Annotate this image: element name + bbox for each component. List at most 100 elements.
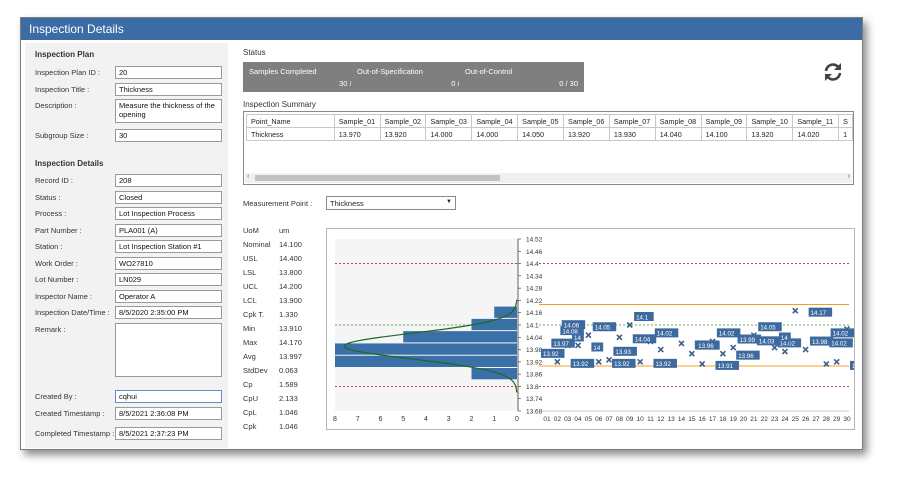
data-point-marker [574, 342, 582, 349]
column-header[interactable]: Sample_10 [746, 114, 794, 128]
table-row[interactable]: Thickness 13.970 13.920 14.000 14.000 14… [246, 127, 853, 141]
inspection-plan-heading: Inspection Plan [35, 50, 95, 59]
histogram-bar [471, 368, 517, 380]
refresh-icon[interactable] [821, 60, 845, 84]
card-label: Out-of-Specification [357, 67, 423, 76]
data-point-marker [699, 360, 706, 367]
stat-label: Nominal [243, 240, 271, 249]
work-order-field[interactable]: WO27810 [115, 257, 222, 270]
x-tick-label: 09 [626, 416, 634, 423]
data-label-box [591, 342, 604, 352]
data-label-box [830, 328, 855, 338]
column-header[interactable]: Sample_05 [517, 114, 565, 128]
inspector-name-field[interactable]: Operator A [115, 290, 222, 303]
created-timestamp-label: Created Timestamp : [35, 409, 105, 418]
inspection-datetime-field[interactable]: 8/5/2020 2:35:00 PM [115, 306, 222, 319]
column-header[interactable]: Point_Name [246, 114, 335, 128]
data-label: 14.06 [564, 322, 580, 329]
x-tick-label: 26 [802, 416, 810, 423]
stat-label: Avg [243, 352, 256, 361]
part-number-field[interactable]: PLA001 (A) [115, 224, 222, 237]
table-cell: 14.020 [792, 127, 840, 141]
data-label-box [829, 338, 853, 348]
scroll-left-icon[interactable]: ‹ [247, 173, 250, 180]
data-point-marker [781, 348, 788, 355]
record-id-field[interactable]: 208 [115, 174, 222, 187]
plan-id-field[interactable]: 20 [115, 66, 222, 79]
stat-value: 13.800 [279, 268, 302, 277]
measurement-point-select[interactable]: Thickness ▼ [326, 196, 456, 210]
x-tick-label: 25 [792, 416, 800, 423]
column-header[interactable]: Sample_09 [700, 114, 748, 128]
data-point-marker [771, 344, 778, 351]
process-field[interactable]: Lot Inspection Process [115, 207, 222, 220]
scroll-right-icon[interactable]: › [847, 173, 850, 180]
data-point-marker [823, 360, 830, 367]
data-label-box [654, 328, 679, 338]
y-tick-label: 14.4 [526, 261, 539, 268]
column-header[interactable]: Sample_04 [471, 114, 519, 128]
histogram-bar [335, 355, 517, 367]
data-label: 13.92 [614, 361, 630, 368]
table-header-row: Point_Name Sample_01 Sample_02 Sample_03… [246, 114, 853, 128]
description-field[interactable]: Measure the thickness of the opening [115, 99, 222, 123]
x-tick-label: 14 [678, 416, 686, 423]
stat-value: 13.997 [279, 352, 302, 361]
x-tick-label: 19 [730, 416, 738, 423]
created-by-field[interactable]: cqhui [115, 390, 222, 403]
data-label-box [632, 334, 657, 344]
stat-label: Cpk [243, 422, 257, 431]
data-label-box [551, 338, 575, 348]
horizontal-scrollbar[interactable]: ‹ › [245, 173, 852, 183]
status-field[interactable]: Closed [115, 191, 222, 204]
remark-field[interactable] [115, 323, 222, 377]
data-label: 14.05 [595, 325, 611, 332]
completed-timestamp-field[interactable]: 8/5/2021 2:37:23 PM [115, 427, 222, 440]
card-label: Samples Completed [249, 67, 317, 76]
stat-label: Min [243, 324, 256, 333]
column-header[interactable]: Sample_01 [333, 114, 381, 128]
column-header[interactable]: Sample_03 [425, 114, 473, 128]
column-header[interactable]: Sample_11 [792, 114, 840, 128]
scrollbar-thumb[interactable] [255, 175, 500, 181]
data-label: 13.92 [573, 361, 589, 368]
dropdown-arrow-icon[interactable]: ▼ [446, 199, 452, 205]
column-header[interactable]: Sample_06 [563, 114, 610, 128]
status-label: Status : [35, 193, 61, 202]
stat-label: StdDev [243, 366, 268, 375]
measurement-point-value: Thickness [330, 199, 364, 208]
data-label-box [653, 358, 677, 368]
subgroup-size-field[interactable]: 30 [115, 129, 222, 142]
x-tick-label: 18 [719, 416, 727, 423]
created-timestamp-field[interactable]: 8/5/2021 2:36:08 PM [115, 407, 222, 420]
column-header[interactable]: Sample_02 [379, 114, 427, 128]
stat-value: 14.200 [279, 282, 302, 291]
y-tick-label: 14.28 [526, 286, 543, 293]
column-header[interactable]: Sample_08 [654, 114, 702, 128]
data-label-box [737, 334, 762, 344]
column-header[interactable]: Sample_07 [608, 114, 656, 128]
x-tick-label: 05 [585, 416, 593, 423]
inspector-name-label: Inspector Name : [35, 292, 93, 301]
data-label: 14.02 [657, 331, 673, 338]
out-of-spec-card: Out-of-Specification 0 / 30 [351, 62, 476, 92]
station-field[interactable]: Lot Inspection Station #1 [115, 240, 222, 253]
data-point-marker [595, 358, 602, 365]
lot-number-field[interactable]: LN029 [115, 273, 222, 286]
x-tick-label: 13 [668, 416, 676, 423]
histogram-bar [335, 343, 517, 355]
data-label: 13.91 [852, 363, 854, 370]
column-header[interactable]: S [838, 114, 853, 128]
table-cell: 13.920 [746, 127, 794, 141]
x-tick-label: 17 [709, 416, 717, 423]
data-label: 13.99 [740, 337, 756, 344]
histogram-bar [471, 318, 517, 331]
card-value: 30 / 30 [339, 79, 362, 88]
inspection-title-field[interactable]: Thickness [115, 83, 222, 96]
x-tick-label: 29 [833, 416, 841, 423]
stat-label: UCL [243, 282, 259, 291]
stat-value: 1.046 [279, 422, 298, 431]
x-tick-label: 08 [616, 416, 624, 423]
stat-label: LSL [243, 268, 257, 277]
data-label-box [612, 358, 636, 368]
